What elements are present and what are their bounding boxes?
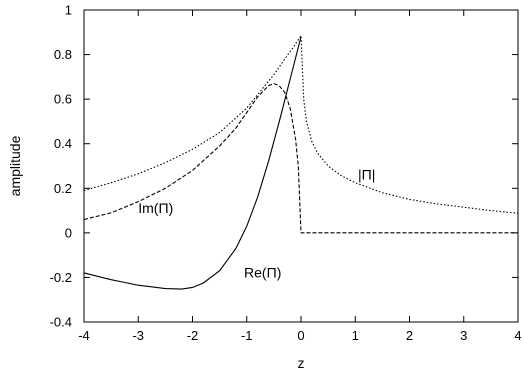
y-tick-label: 0.2 [54,181,72,196]
series-line [83,36,302,290]
series-lines [83,33,519,290]
series-line [83,82,518,234]
y-axis-label: amplitude [7,135,23,196]
x-tick-label: 1 [352,328,359,343]
curve-label: Re(Π) [244,264,281,280]
x-tick-label: 2 [406,328,413,343]
y-tick-label: 0.8 [54,47,72,62]
x-tick-label: -1 [241,328,253,343]
curve-label: |Π| [358,166,375,182]
x-tick-label: 4 [514,328,521,343]
x-tick-label: 0 [297,328,304,343]
axis-ticks [83,9,519,323]
curve-annotations: |Π| Im(Π) Re(Π) [138,166,375,280]
tick-labels: -4 -3 -2 -1 0 1 2 3 4 -0.4 -0.2 0 0.2 0.4 0.6 0.8 1 [50,3,522,344]
x-axis-label: z [298,355,305,371]
y-tick-label: -0.4 [50,315,72,330]
series-line [83,33,519,214]
plot-frame [83,9,519,323]
y-tick-label: 1 [65,3,72,18]
x-tick-label: -3 [132,328,144,343]
y-tick-label: -0.2 [50,270,72,285]
x-tick-label: 3 [460,328,467,343]
y-tick-label: 0.4 [54,136,72,151]
x-tick-label: -2 [187,328,199,343]
y-tick-label: 0.6 [54,92,72,107]
x-tick-label: -4 [78,328,90,343]
y-tick-label: 0 [65,225,72,240]
curve-label: Im(Π) [138,200,173,216]
